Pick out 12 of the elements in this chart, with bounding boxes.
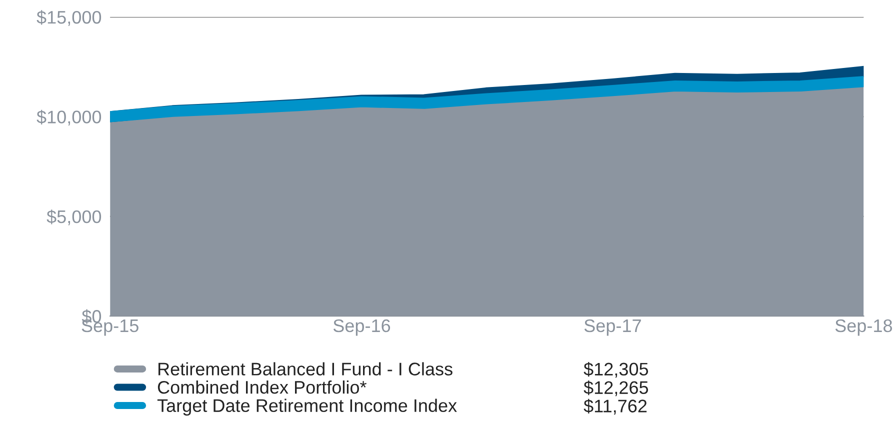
x-tick-label: Sep-17 [584,319,641,336]
y-tick-label: $10,000 [36,110,102,126]
x-tick-label: Sep-16 [333,319,390,336]
y-tick-label: $5,000 [46,210,102,226]
legend-label: Retirement Balanced I Fund - I Class [158,362,452,376]
legend-label: Combined Index Portfolio* [158,380,367,394]
text: $11,762 [584,398,647,415]
text: $12,305 [584,362,648,378]
x-tick-label: Sep-18 [835,319,892,336]
text: $12,265 [584,380,648,396]
y-tick-label: $15,000 [36,10,102,26]
legend-label: Target Date Retirement Income Index [157,398,457,416]
